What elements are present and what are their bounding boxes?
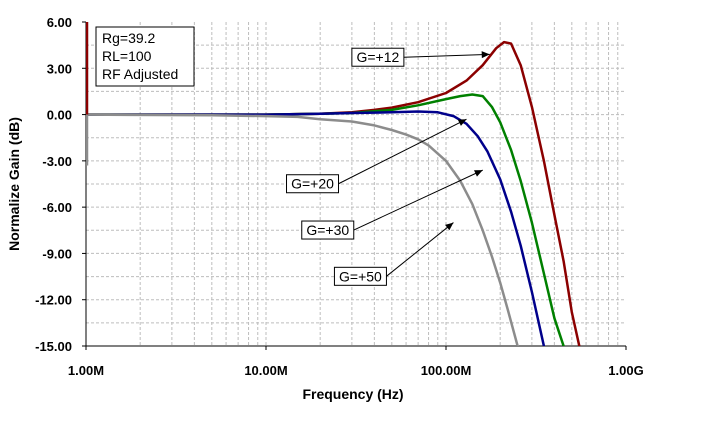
grid [86,22,626,346]
series-line-ggg20 [86,93,565,346]
y-tick-label: 0.00 [47,108,72,123]
y-tick-label: -9.00 [42,246,72,261]
annotation-box [333,266,387,286]
parameter-note-frame [95,26,195,87]
y-tick-labels: 6.00 3.00 0.00 -3.00 -6.00 -9.00 -12.00 -15.00 [35,15,72,354]
annotation-arrowhead [481,51,490,59]
annotation-leader [403,53,490,58]
y-tick-label: -15.00 [35,339,72,354]
annotation-label: G=+12 [356,49,399,65]
annotation-arrowhead [457,119,467,126]
parameter-note-rg: Rg=39.2 [102,30,156,46]
y-axis-title: Normalize Gain (dB) [6,117,22,251]
annotation-leader [353,169,483,231]
x-tick-label: 100.00M [421,363,472,378]
annotation-label: G=+20 [291,176,334,192]
series-lines [86,22,581,346]
annotation-box [351,47,405,67]
x-tick-label: 1.00M [68,363,104,378]
y-tick-label: 6.00 [47,15,72,30]
y-tick-label: -3.00 [42,154,72,169]
annotation-leader [386,222,454,277]
annotation-arrowhead [445,222,454,231]
annotation-label: G=+50 [339,268,382,284]
annotation-arrowhead [474,170,483,177]
series-line-ggg30 [86,110,546,346]
annotation-label: G=+30 [306,222,349,238]
parameter-note-box: Rg=39.2 RL=100 RF Adjusted [95,26,195,87]
parameter-note-rl: RL=100 [102,48,152,64]
series-line-ggg50 [86,113,519,346]
parameter-note-rf: RF Adjusted [102,66,178,82]
x-tick-labels: 1.00M 10.00M 100.00M 1.00G [68,363,644,378]
annotations: G=+12 G=+20 G=+30 G=+50 [286,47,490,286]
y-tick-label: 3.00 [47,61,72,76]
annotation-box [301,220,355,240]
annotation-leader [338,118,467,185]
x-axis-title: Frequency (Hz) [302,386,403,402]
y-tick-label: -6.00 [42,200,72,215]
annotation-box [286,174,340,194]
y-tick-label: -12.00 [35,293,72,308]
x-tick-label: 10.00M [244,363,287,378]
x-tick-label: 1.00G [608,363,643,378]
